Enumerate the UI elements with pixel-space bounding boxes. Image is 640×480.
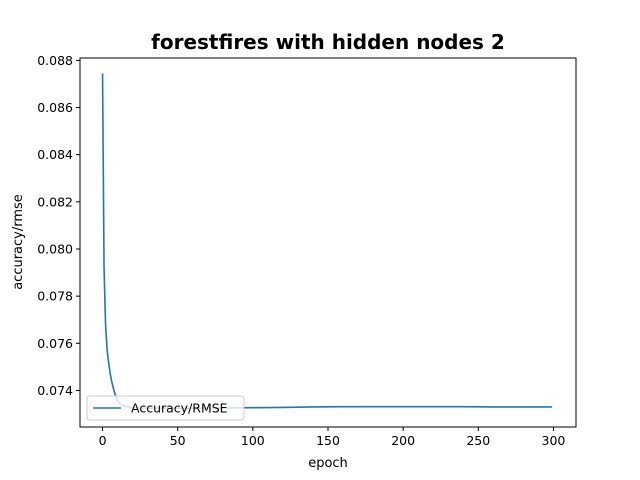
y-tick-label: 0.088: [37, 53, 73, 68]
y-tick-label: 0.074: [37, 383, 73, 398]
y-tick-label: 0.084: [37, 147, 73, 162]
y-tick-label: 0.078: [37, 289, 73, 304]
x-tick-label: 200: [391, 433, 415, 448]
plot-area: 0 50 100 150 200 250 300 0.074 0.076 0.078 0.080 0.…: [37, 53, 577, 448]
x-tick-label: 300: [542, 433, 566, 448]
axes-frame: [79, 57, 577, 428]
y-axis-label: accuracy/rmse: [11, 194, 26, 290]
chart-title: forestfires with hidden nodes 2: [151, 30, 505, 54]
y-tick-label: 0.076: [37, 336, 73, 351]
x-axis-label: epoch: [308, 456, 348, 471]
x-tick-label: 100: [241, 433, 265, 448]
x-tick-label: 250: [466, 433, 490, 448]
x-tick-label: 150: [316, 433, 340, 448]
x-tick-label: 50: [170, 433, 186, 448]
x-tick-label: 0: [99, 433, 107, 448]
legend-label: Accuracy/RMSE: [131, 401, 228, 416]
legend-box: [86, 395, 245, 421]
y-tick-label: 0.080: [37, 241, 73, 256]
y-tick-label: 0.082: [37, 194, 73, 209]
y-tick-label: 0.086: [37, 100, 73, 115]
series-line-0: [101, 73, 552, 409]
